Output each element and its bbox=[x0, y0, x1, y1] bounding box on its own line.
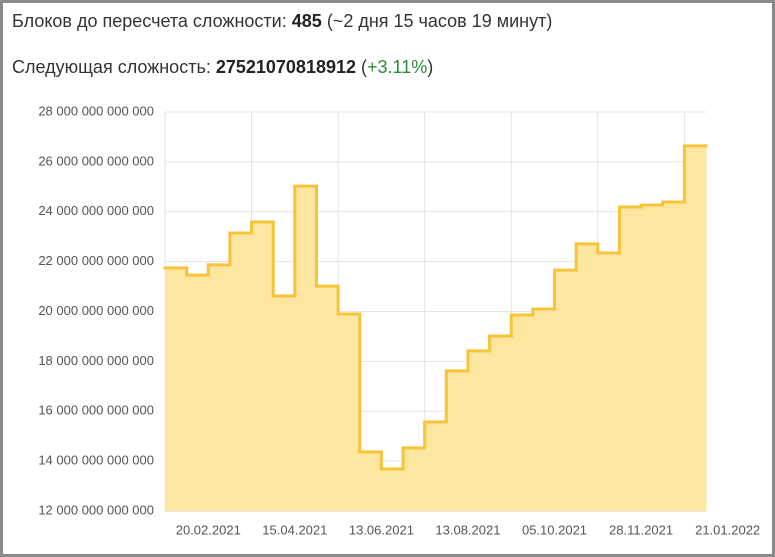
blocks-count: 485 bbox=[291, 11, 322, 31]
step-area bbox=[424, 421, 447, 511]
blocks-label: Блоков до пересчета сложности: bbox=[12, 11, 287, 31]
y-tick-label: 18 000 000 000 000 bbox=[38, 353, 154, 368]
y-tick-label: 24 000 000 000 000 bbox=[38, 203, 154, 218]
y-tick-label: 20 000 000 000 000 bbox=[38, 303, 154, 318]
change: +3.11% bbox=[367, 57, 428, 77]
step-area bbox=[532, 309, 556, 511]
blocks-line: Блоков до пересчета сложности: 485 (~2 д… bbox=[12, 11, 552, 32]
step-area bbox=[316, 286, 339, 511]
y-tick-label: 22 000 000 000 000 bbox=[38, 253, 154, 268]
blocks-eta: (~2 дня 15 часов 19 минут) bbox=[326, 11, 553, 31]
x-tick-label: 21.01.2022 bbox=[695, 522, 760, 537]
next-line: Следующая сложность: 27521070818912 (+3.… bbox=[12, 57, 433, 78]
step-area bbox=[684, 145, 707, 512]
step-area bbox=[359, 451, 382, 511]
step-area bbox=[446, 370, 469, 511]
y-tick-label: 12 000 000 000 000 bbox=[38, 502, 154, 517]
step-area bbox=[273, 296, 296, 511]
y-tick-label: 26 000 000 000 000 bbox=[38, 153, 154, 168]
step-area bbox=[619, 207, 642, 511]
x-tick-label: 13.06.2021 bbox=[349, 522, 414, 537]
step-area bbox=[229, 232, 253, 511]
step-area bbox=[662, 202, 685, 512]
step-area bbox=[165, 267, 188, 511]
step-area bbox=[338, 313, 361, 511]
step-area bbox=[597, 252, 620, 511]
x-tick-label: 13.08.2021 bbox=[435, 522, 500, 537]
chart: 12 000 000 000 000 14 000 000 000 000 16 0… bbox=[38, 103, 760, 537]
paren: ( bbox=[361, 57, 368, 77]
y-tick-label: 28 000 000 000 000 bbox=[38, 103, 154, 118]
x-tick-label: 28.11.2021 bbox=[609, 522, 673, 537]
paren: ) bbox=[427, 57, 434, 77]
step-area bbox=[294, 186, 317, 511]
step-area bbox=[186, 275, 209, 511]
step-area bbox=[576, 243, 599, 511]
y-tick-label: 16 000 000 000 000 bbox=[38, 403, 154, 418]
next-label: Следующая сложность: bbox=[12, 57, 211, 77]
step-area bbox=[381, 468, 404, 511]
step-area bbox=[554, 270, 577, 511]
step-area bbox=[251, 221, 274, 512]
step-area bbox=[403, 447, 426, 511]
step-area bbox=[489, 335, 512, 511]
x-tick-label: 05.10.2021 bbox=[522, 522, 587, 537]
x-tick-label: 15.04.2021 bbox=[262, 522, 327, 537]
step-area bbox=[511, 314, 534, 511]
x-tick-label: 20.02.2021 bbox=[176, 522, 241, 537]
step-area bbox=[641, 205, 664, 511]
next-difficulty: 27521070818912 bbox=[215, 57, 356, 77]
step-area bbox=[208, 264, 231, 511]
y-tick-label: 14 000 000 000 000 bbox=[38, 453, 154, 468]
step-area bbox=[467, 350, 491, 511]
